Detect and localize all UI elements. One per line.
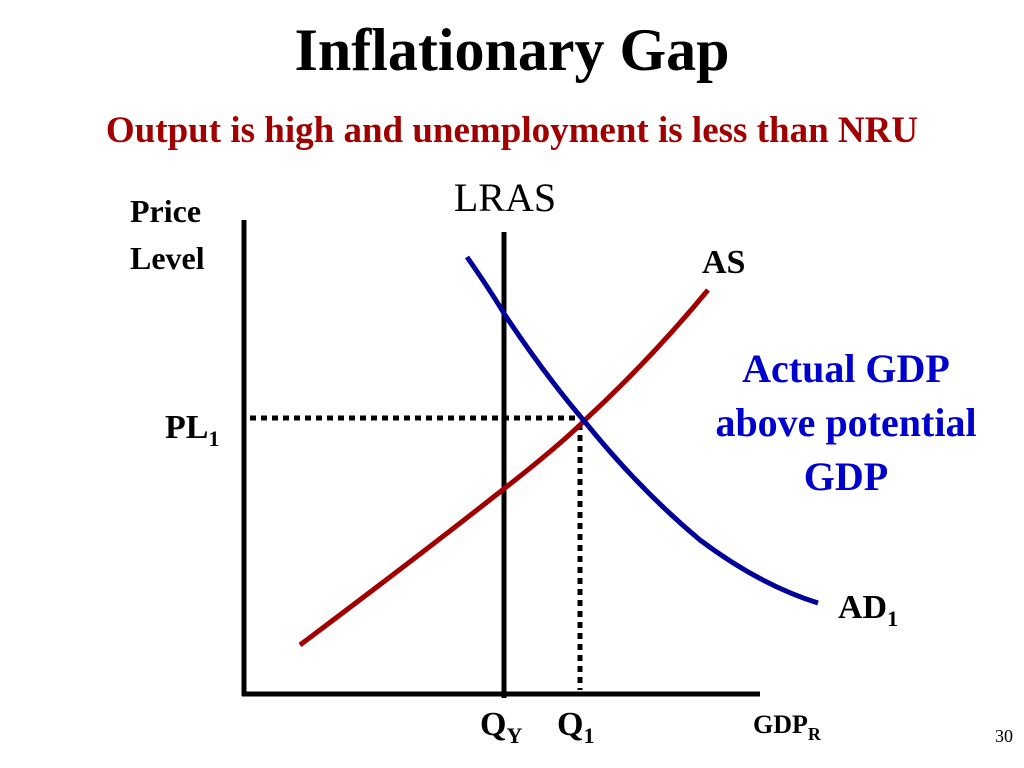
y-axis-label: Price [130, 193, 201, 229]
subtitle: Output is high and unemployment is less … [106, 110, 918, 151]
label-text: AD [838, 589, 887, 626]
annotation: GDP [804, 454, 888, 499]
label-text: GDP [753, 710, 808, 739]
annotation: above potential [715, 400, 976, 445]
label-text: Q [480, 706, 506, 743]
label-text: PL [165, 409, 208, 446]
title: Inflationary Gap [294, 17, 729, 83]
label-sub: R [808, 724, 822, 744]
ad1-label: AD1 [838, 589, 898, 631]
as-curve [298, 288, 710, 647]
lras-label: LRAS [454, 175, 556, 220]
label-sub: 1 [208, 426, 219, 451]
y-axis-label: Level [130, 240, 205, 276]
label-text: Q [557, 706, 583, 743]
ad-curve [464, 255, 819, 606]
q1-label: Q1 [557, 706, 594, 748]
qy-label: QY [480, 706, 522, 748]
annotation: Actual GDP [742, 346, 950, 391]
label-sub: 1 [887, 606, 898, 631]
page-number: 30 [995, 726, 1013, 746]
label-sub: Y [506, 723, 522, 748]
pl1-label: PL1 [165, 409, 219, 451]
label-sub: 1 [583, 723, 594, 748]
as-label: AS [702, 244, 745, 281]
x-axis-label: GDPR [753, 710, 822, 744]
